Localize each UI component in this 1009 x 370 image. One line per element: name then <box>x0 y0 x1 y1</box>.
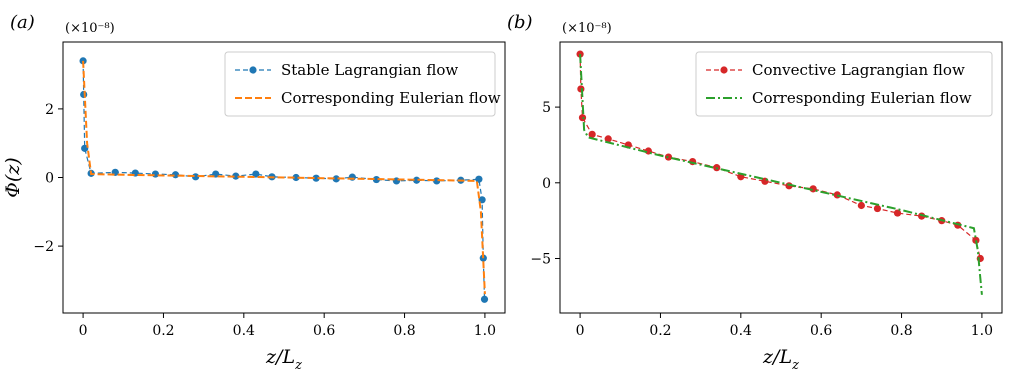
x-axis-label-subscript: z <box>791 358 799 370</box>
y-tick-label: −5 <box>530 251 551 267</box>
x-tick-label: 1.0 <box>971 323 993 339</box>
y-multiplier: (×10⁻⁸) <box>562 21 612 36</box>
data-point <box>252 170 260 178</box>
data-point <box>151 170 160 178</box>
series-1 <box>579 54 983 295</box>
plot-frame <box>559 41 1003 314</box>
x-tick-label: 0.4 <box>730 323 752 339</box>
legend-marker <box>249 66 257 74</box>
data-point <box>664 153 673 161</box>
legend: Stable Lagrangian flow Corresponding Eule… <box>224 51 501 117</box>
data-point <box>433 177 441 185</box>
legend-box <box>224 51 496 117</box>
data-point <box>372 175 381 184</box>
series-line <box>579 54 983 295</box>
data-point <box>873 204 882 213</box>
x-tick-label: 0.8 <box>890 323 912 339</box>
data-point <box>480 295 489 303</box>
legend-marker <box>720 66 728 74</box>
x-tick-label: 0 <box>576 323 585 339</box>
legend-label: Stable Lagrangian flow <box>281 61 458 79</box>
x-tick-label: 0 <box>79 323 88 339</box>
data-point <box>292 173 300 182</box>
x-tick-label: 0.8 <box>393 323 415 339</box>
panel-b: 0 0.2 0.4 0.6 0.8 1.0 −5 0 5 (×10⁻⁸) (b) z/Lz Convec… <box>507 12 1003 370</box>
legend-item: Corresponding Eulerian flow <box>235 89 501 107</box>
panel-label: (a) <box>10 12 35 33</box>
x-axis-label: z/Lz <box>762 346 799 370</box>
panel-label: (b) <box>507 12 533 33</box>
legend-label: Corresponding Eulerian flow <box>752 89 972 107</box>
x-tick-label: 0.4 <box>233 323 255 339</box>
data-point <box>413 176 421 184</box>
x-tick-label: 1.0 <box>474 323 496 339</box>
data-point <box>588 130 596 138</box>
data-point <box>893 209 902 217</box>
x-tick-label: 0.6 <box>810 323 832 339</box>
legend-label: Corresponding Eulerian flow <box>281 89 501 107</box>
data-point <box>857 201 865 210</box>
y-multiplier: (×10⁻⁸) <box>65 21 115 36</box>
y-tick-label: 0 <box>542 176 551 192</box>
data-point <box>348 173 356 181</box>
data-point <box>475 175 483 183</box>
legend-item: Corresponding Eulerian flow <box>706 89 972 107</box>
y-tick-label: 5 <box>542 100 551 116</box>
data-point <box>79 57 87 65</box>
y-axis-label: Φ(z) <box>2 157 24 197</box>
data-point <box>232 172 240 180</box>
x-axis-label-main: z/L <box>762 346 792 368</box>
series-line <box>82 60 486 295</box>
y-tick-label: −2 <box>33 239 54 255</box>
legend-item: Stable Lagrangian flow <box>235 61 458 79</box>
data-point <box>972 236 980 244</box>
x-tick-label: 0.2 <box>649 323 671 339</box>
legend-box <box>695 51 993 117</box>
data-point <box>604 135 612 143</box>
x-axis-label: z/Lz <box>265 346 302 370</box>
x-tick-label: 0.6 <box>313 323 335 339</box>
x-axis-label-main: z/L <box>265 346 295 368</box>
x-axis-label-subscript: z <box>294 358 302 370</box>
data-point <box>312 174 320 182</box>
y-tick-label: 0 <box>45 171 54 187</box>
legend: Convective Lagrangian flow Corresponding … <box>695 51 993 117</box>
y-tick-label: 2 <box>45 102 54 118</box>
panel-a: 0 0.2 0.4 0.6 0.8 1.0 −2 0 2 (×10⁻⁸) (a) z/Lz Φ(z) St… <box>2 12 506 370</box>
data-point <box>81 144 89 152</box>
data-point <box>577 85 585 93</box>
legend-label: Convective Lagrangian flow <box>752 61 965 79</box>
legend-item: Convective Lagrangian flow <box>706 61 965 79</box>
data-point <box>332 175 340 183</box>
series-1 <box>82 60 486 295</box>
x-tick-label: 0.2 <box>152 323 174 339</box>
